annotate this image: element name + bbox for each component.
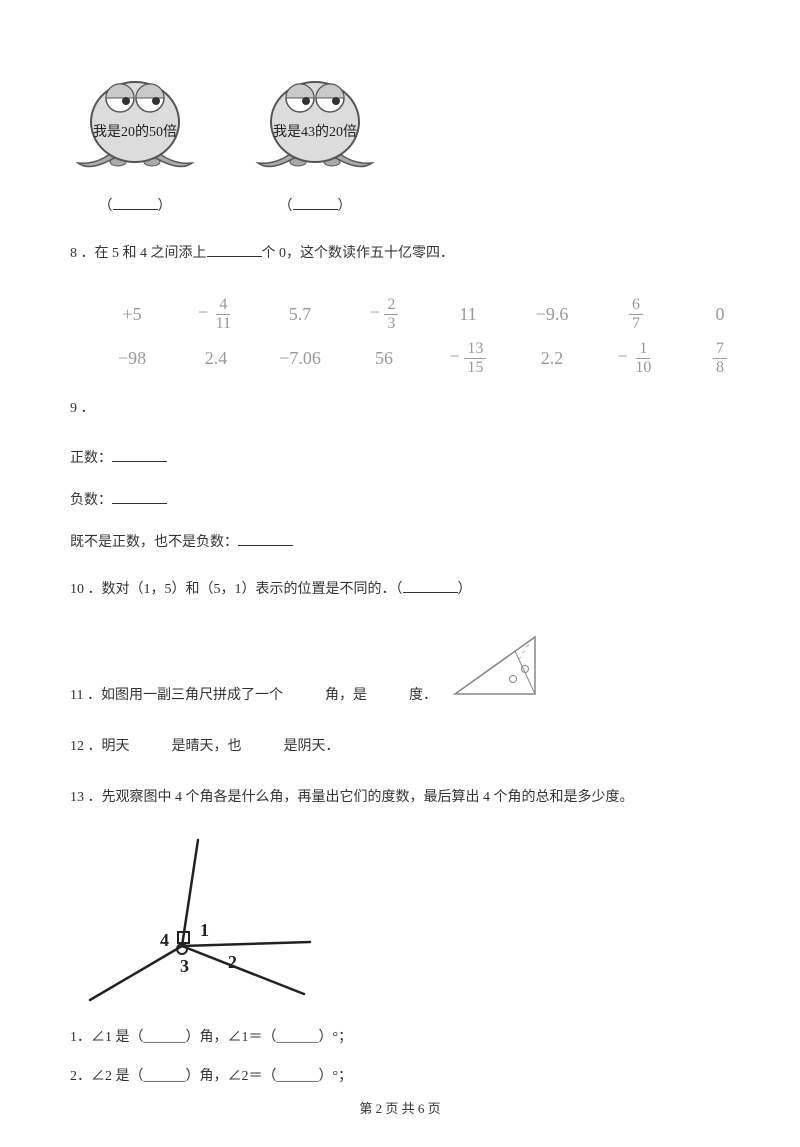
number-cell: +5	[90, 304, 174, 325]
blank	[207, 242, 262, 257]
blank	[113, 195, 158, 210]
number-cell: 5.7	[258, 304, 342, 325]
number-cell: 56	[342, 348, 426, 369]
number-cell: −98	[90, 348, 174, 369]
creature-left-blank: （）	[70, 195, 200, 215]
svg-text:4: 4	[160, 930, 169, 950]
footer-text: 第 2 页 共 6 页	[359, 1101, 440, 1116]
number-cell: 2.2	[510, 348, 594, 369]
q9-negative-label: 负数：	[70, 493, 112, 508]
question-11: 11 ．如图用一副三角尺拼成了一个 角，是 度．	[70, 629, 730, 708]
q9-positive-label: 正数：	[70, 451, 112, 466]
angles-figure: 1 2 3 4	[82, 836, 730, 1011]
number-cell: 0	[678, 304, 762, 325]
question-10: 10 ．数对（1，5）和（5，1）表示的位置是不同的．（ ）	[70, 577, 730, 602]
number-cell: 2.4	[174, 348, 258, 369]
page-footer: 第 2 页 共 6 页	[70, 1098, 730, 1117]
q8-text-b: 个 0，这个数读作五十亿零四．	[262, 246, 455, 261]
blank	[238, 531, 293, 546]
q9-negative: 负数：	[70, 489, 730, 509]
number-cell: 67	[594, 296, 678, 332]
question-13: 13 ．先观察图中 4 个角各是什么角，再量出它们的度数，最后算出 4 个角的总…	[70, 785, 730, 810]
number-row: −982.4−7.0656− 13152.2− 11078	[90, 336, 730, 380]
number-cell: − 411	[174, 296, 258, 332]
number-cell: −7.06	[258, 348, 342, 369]
q13-line1: 1．∠1 是（______）角，∠1＝（______）°；	[70, 1025, 730, 1050]
number-cell: 11	[426, 304, 510, 325]
q13-text: 13 ．先观察图中 4 个角各是什么角，再量出它们的度数，最后算出 4 个角的总…	[70, 790, 634, 805]
paren-close: ）	[338, 199, 352, 214]
number-cell: − 1315	[426, 340, 510, 376]
q9-positive: 正数：	[70, 447, 730, 467]
question-8: 8 ．在 5 和 4 之间添上 个 0，这个数读作五十亿零四．	[70, 241, 730, 266]
numbers-grid: +5− 4115.7− 2311−9.6670−982.4−7.0656− 13…	[90, 292, 730, 380]
number-row: +5− 4115.7− 2311−9.6670	[90, 292, 730, 336]
creature-right: 我是43的20倍 （）	[250, 60, 380, 215]
blank	[293, 195, 338, 210]
svg-text:1: 1	[200, 920, 209, 940]
q9-label: 9 ．	[70, 401, 95, 416]
blank	[112, 489, 167, 504]
triangle-figure	[445, 629, 545, 708]
creature-left-svg: 我是20的50倍	[70, 60, 200, 180]
paren-open: （	[279, 199, 293, 214]
paren-open: （	[99, 199, 113, 214]
svg-text:我是20的50倍: 我是20的50倍	[93, 124, 177, 140]
q8-text-a: 8 ．在 5 和 4 之间添上	[70, 246, 207, 261]
blank	[403, 578, 458, 593]
q13-line1-text: 1．∠1 是（______）角，∠1＝（______）°；	[70, 1030, 352, 1045]
svg-text:2: 2	[228, 952, 237, 972]
question-9-label: 9 ．	[70, 396, 730, 421]
q13-line2: 2．∠2 是（______）角，∠2＝（______）°；	[70, 1064, 730, 1089]
creatures-row: 我是20的50倍 （） 我是43的20倍 （）	[70, 60, 730, 215]
blank	[112, 447, 167, 462]
q10-text-b: ）	[458, 582, 472, 597]
creature-right-svg: 我是43的20倍	[250, 60, 380, 180]
q11-text: 11 ．如图用一副三角尺拼成了一个 角，是 度．	[70, 683, 437, 708]
q13-line2-text: 2．∠2 是（______）角，∠2＝（______）°；	[70, 1069, 352, 1084]
creature-left: 我是20的50倍 （）	[70, 60, 200, 215]
svg-text:我是43的20倍: 我是43的20倍	[273, 124, 357, 140]
q12-text: 12 ．明天 是晴天，也 是阴天．	[70, 739, 340, 754]
number-cell: − 110	[594, 340, 678, 376]
q9-neither: 既不是正数，也不是负数：	[70, 531, 730, 551]
q9-neither-label: 既不是正数，也不是负数：	[70, 535, 238, 550]
number-cell: 78	[678, 340, 762, 376]
creature-right-blank: （）	[250, 195, 380, 215]
number-cell: −9.6	[510, 304, 594, 325]
number-cell: − 23	[342, 296, 426, 332]
question-12: 12 ．明天 是晴天，也 是阴天．	[70, 734, 730, 759]
q10-text-a: 10 ．数对（1，5）和（5，1）表示的位置是不同的．（	[70, 582, 403, 597]
paren-close: ）	[158, 199, 172, 214]
svg-text:3: 3	[180, 956, 189, 976]
